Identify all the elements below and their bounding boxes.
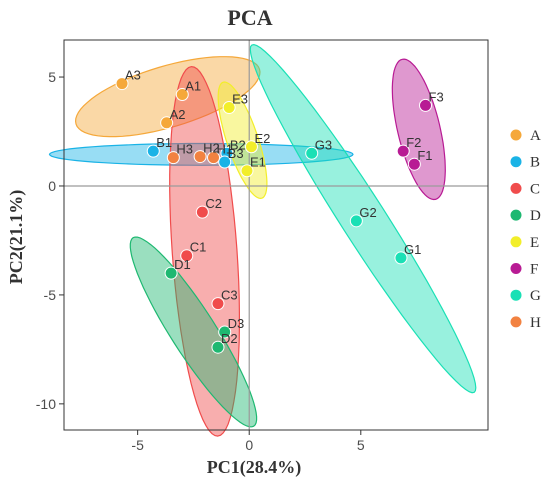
point-d3 xyxy=(218,325,232,339)
point-label-b3: B3 xyxy=(228,146,244,161)
point-label-a3: A3 xyxy=(125,68,141,83)
point-label-a2: A2 xyxy=(170,107,186,122)
legend-label-h: H xyxy=(530,315,541,331)
point-f2 xyxy=(396,144,410,158)
ellipse-g xyxy=(249,43,477,394)
legend-marker-a xyxy=(510,129,522,141)
plot-frame xyxy=(63,39,489,431)
point-label-f3: F3 xyxy=(429,89,444,104)
legend-marker-g xyxy=(510,289,522,301)
x-tick-label: 0 xyxy=(245,437,253,453)
point-h3 xyxy=(166,151,180,165)
point-label-h3: H3 xyxy=(176,142,193,157)
point-label-d1: D1 xyxy=(174,257,191,272)
point-f1 xyxy=(407,157,421,171)
y-tick-label: -5 xyxy=(44,287,57,303)
confidence-ellipses xyxy=(48,43,477,437)
point-label-e2: E2 xyxy=(254,131,270,146)
chart-title: PCA xyxy=(227,5,272,30)
point-label-g3: G3 xyxy=(315,137,332,152)
y-tick-label: 5 xyxy=(48,69,56,85)
point-e2 xyxy=(244,140,258,154)
legend-label-b: B xyxy=(530,155,540,171)
legend-label-e: E xyxy=(530,235,539,251)
point-d1 xyxy=(164,266,178,280)
point-label-f1: F1 xyxy=(417,148,432,163)
point-h2 xyxy=(193,150,207,164)
ellipse-f xyxy=(391,58,446,201)
point-label-a1: A1 xyxy=(185,78,201,93)
point-a1 xyxy=(175,87,189,101)
point-label-e1: E1 xyxy=(250,155,266,170)
x-axis-label: PC1(28.4%) xyxy=(207,457,301,478)
point-label-c2: C2 xyxy=(205,196,222,211)
point-d2 xyxy=(211,340,225,354)
point-label-h1: H1 xyxy=(217,142,234,157)
point-label-h2: H2 xyxy=(203,141,220,156)
point-a2 xyxy=(160,116,174,130)
point-label-g2: G2 xyxy=(359,205,376,220)
y-tick-label: -10 xyxy=(36,396,56,412)
point-label-d3: D3 xyxy=(228,316,245,331)
legend-label-a: A xyxy=(530,128,541,144)
legend-label-f: F xyxy=(530,262,538,278)
point-label-c1: C1 xyxy=(190,240,207,255)
point-label-b1: B1 xyxy=(156,135,172,150)
point-a3 xyxy=(115,77,129,91)
point-e3 xyxy=(222,101,236,115)
ellipse-a xyxy=(74,56,261,138)
legend-label-d: D xyxy=(530,208,541,224)
ellipse-d xyxy=(129,236,258,428)
point-h1 xyxy=(207,151,221,165)
y-axis-label: PC2(21.1%) xyxy=(6,190,27,284)
point-label-d2: D2 xyxy=(221,331,238,346)
legend-marker-f xyxy=(510,263,522,274)
point-c2 xyxy=(195,205,209,219)
point-e1 xyxy=(240,164,254,178)
point-b1 xyxy=(146,144,160,158)
legend-marker-b xyxy=(510,156,522,168)
legend-marker-d xyxy=(510,209,522,221)
legend-label-c: C xyxy=(530,181,540,197)
reference-lines xyxy=(64,40,488,430)
x-tick-label: 5 xyxy=(357,437,365,453)
point-label-c3: C3 xyxy=(221,288,238,303)
legend-label-g: G xyxy=(530,288,541,304)
point-b3 xyxy=(218,155,232,169)
point-f3 xyxy=(419,98,433,112)
data-points xyxy=(115,77,433,354)
point-g2 xyxy=(349,214,363,228)
legend-marker-c xyxy=(510,182,522,194)
point-c3 xyxy=(211,297,225,311)
y-tick-label: 0 xyxy=(48,178,56,194)
point-g1 xyxy=(394,251,408,265)
point-label-g1: G1 xyxy=(404,242,421,257)
point-label-e3: E3 xyxy=(232,92,248,107)
legend-marker-e xyxy=(510,236,522,248)
x-tick-label: -5 xyxy=(131,437,144,453)
point-c1 xyxy=(180,249,194,263)
point-g3 xyxy=(305,146,319,160)
axis-ticks: -5 0 5 5 0 -5 -10 xyxy=(36,69,365,453)
point-label-f2: F2 xyxy=(406,135,421,150)
legend-marker-h xyxy=(510,316,522,328)
point-label-b2: B2 xyxy=(230,137,246,152)
